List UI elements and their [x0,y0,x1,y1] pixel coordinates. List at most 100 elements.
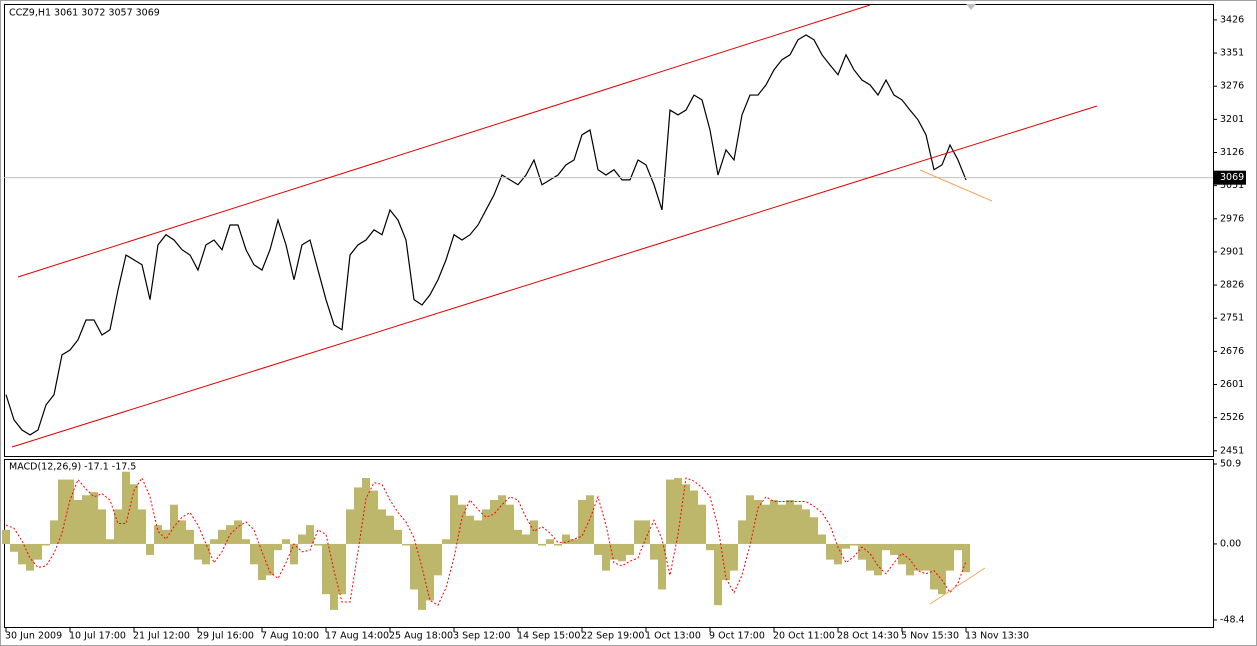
histogram-bar [658,543,666,590]
histogram-bar [754,499,762,544]
histogram-bar [826,543,834,560]
histogram-bar [946,543,954,571]
x-tick-label: 17 Aug 14:00 [325,631,389,642]
histogram-bar [394,529,402,544]
histogram-bar [962,543,970,573]
histogram-bar [746,495,754,544]
y-tick-label: 3201 [1220,114,1244,125]
histogram-bar [642,520,650,544]
histogram-bar [122,471,130,544]
histogram-bar [210,539,218,544]
histogram-bar [530,520,538,544]
histogram-bar [418,543,426,610]
histogram-bar [290,543,298,565]
y-tick-label: 3051 [1220,180,1244,191]
histogram-bar [698,504,706,544]
x-tick-label: 9 Oct 17:00 [709,631,765,642]
macd-layer [2,471,970,610]
price-line [5,34,967,436]
histogram-bar [706,543,714,551]
histogram-bar [618,543,626,562]
last-price-box [1214,170,1246,185]
histogram-bar [514,529,522,544]
histogram-bar [402,543,410,546]
histogram-bar [378,509,386,544]
histogram-bar [138,509,146,544]
x-tick-label: 29 Jul 16:00 [197,631,254,642]
x-tick-label: 13 Nov 13:30 [965,631,1029,642]
histogram-bar [90,492,98,544]
histogram-bar [250,543,258,565]
histogram-bar [850,543,858,546]
x-tick-label: 10 Jul 17:00 [69,631,126,642]
y-tick-label: 50.9 [1220,459,1241,470]
histogram-bar [330,543,338,610]
histogram-bar [226,525,234,544]
histogram-bar [266,543,274,576]
histogram-bar [570,539,578,544]
histogram-bar [794,504,802,544]
trend-line [929,567,986,605]
histogram-bar [546,539,554,544]
histogram-bar [930,543,938,590]
histogram-bar [450,495,458,544]
histogram-bar [274,543,282,551]
histogram-bar [610,543,618,560]
y-tick-label: 3351 [1220,48,1244,59]
histogram-bar [762,504,770,544]
y-tick-label: 2901 [1220,246,1244,257]
histogram-bar [178,520,186,544]
histogram-bar [650,543,658,560]
histogram-bar [146,543,154,555]
histogram-bar [466,515,474,544]
histogram-bar [682,484,690,544]
histogram-bar [874,543,882,576]
histogram-bar [674,477,682,544]
histogram-bar [58,479,66,544]
last-price-label: 3069 [1220,172,1244,183]
histogram-bar [426,543,434,601]
x-tick-label: 14 Sep 15:00 [517,631,580,642]
histogram-bar [362,477,370,544]
histogram-bar [538,543,546,546]
histogram-bar [602,543,610,571]
channel-lower [11,105,1098,448]
histogram-bar [954,543,962,551]
histogram-bar [234,520,242,544]
histogram-bar [498,495,506,544]
histogram-bar [594,543,602,555]
histogram-bar [282,539,290,544]
shift-marker [966,4,976,10]
histogram-bar [506,504,514,544]
histogram-bar [458,504,466,544]
x-tick-label: 22 Sep 19:00 [581,631,644,642]
histogram-bar [354,487,362,544]
indicator-title: MACD(12,26,9) -17.1 -17.5 [9,462,136,473]
y-tick-label: 2676 [1220,346,1244,357]
histogram-bar [306,525,314,544]
histogram-bar [10,543,18,552]
histogram-bar [922,543,930,571]
y-tick-label: 2826 [1220,280,1244,291]
histogram-bar [154,525,162,544]
y-tick-label: 0.00 [1220,538,1241,549]
histogram-bar [730,543,738,571]
histogram-bar [18,543,26,565]
histogram-bar [162,529,170,544]
histogram-bar [634,520,642,544]
histogram-bar [522,534,530,544]
histogram-bar [2,529,10,544]
histogram-bar [666,479,674,544]
price-layer [4,34,1213,436]
histogram-bar [194,543,202,560]
x-tick-label: 20 Oct 11:00 [773,631,835,642]
histogram-bar [898,543,906,565]
histogram-bar [322,543,330,595]
y-tick-label: 3126 [1220,147,1244,158]
histogram-bar [738,520,746,544]
histogram-bar [890,543,898,555]
histogram-bar [50,520,58,544]
histogram-bar [346,509,354,544]
histogram-bar [34,543,42,560]
